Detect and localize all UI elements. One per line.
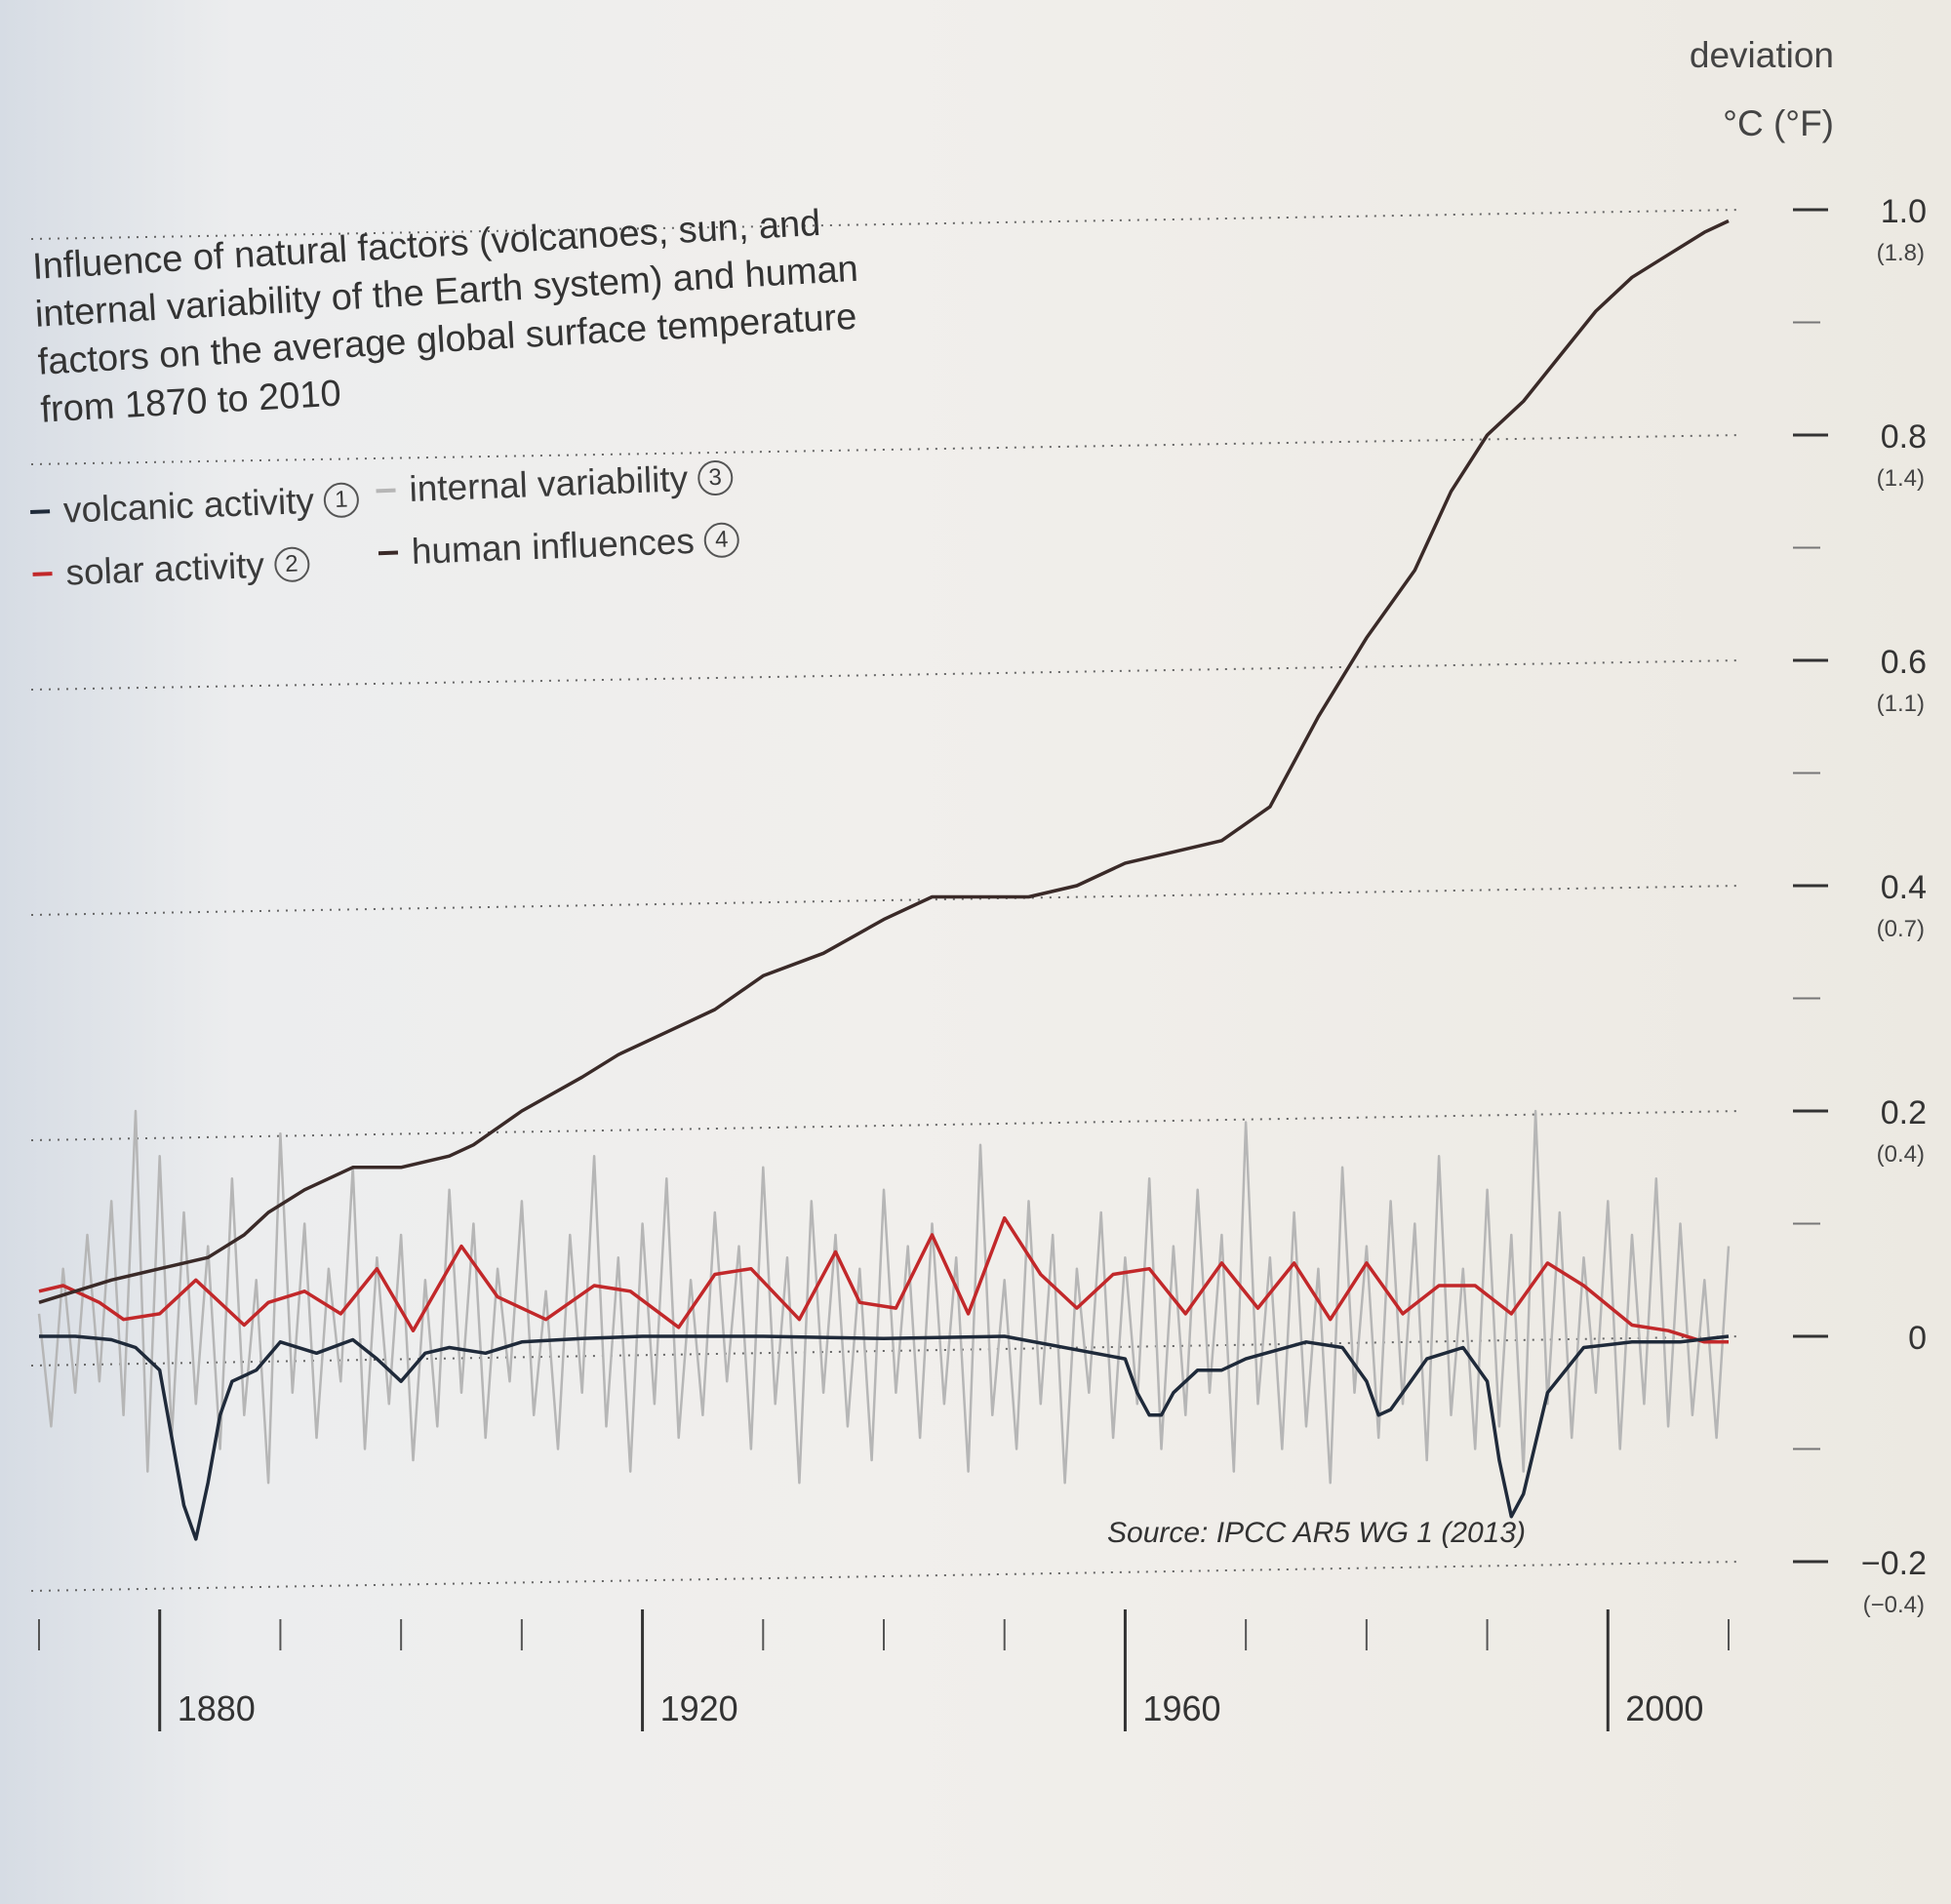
series-line-human-influences: [38, 218, 1730, 1304]
y-tick-label-f-4: (0.4): [1877, 1141, 1925, 1168]
legend-swatch-solar: [32, 572, 53, 576]
legend-swatch-volcanic: [30, 509, 51, 514]
series-line-volcanic-activity: [39, 1334, 1730, 1541]
y-tick-label-f-2: (1.1): [1877, 691, 1925, 717]
legend-item-solar: solar activity 2: [32, 543, 310, 595]
y-tick-label-f-6: (−0.4): [1863, 1592, 1925, 1618]
series-line-solar-activity: [38, 1215, 1729, 1344]
y-tick-label-f-0: (1.8): [1877, 240, 1925, 266]
legend-swatch-human: [378, 550, 399, 556]
legend-label-human: human influences: [411, 520, 696, 572]
series-lines: [37, 218, 1731, 1541]
x-tick-label-2000: 2000: [1625, 1688, 1703, 1728]
x-tick-label-1880: 1880: [178, 1688, 256, 1728]
y-tick-label-f-3: (0.7): [1877, 916, 1925, 942]
y-tick-label-6: −0.2: [1861, 1545, 1927, 1582]
legend-item-volcanic: volcanic activity 1: [29, 479, 360, 533]
x-tick-label-1920: 1920: [660, 1688, 738, 1728]
legend-number-volcanic: 1: [323, 482, 360, 519]
y-tick-label-5: 0: [1908, 1320, 1927, 1357]
series-line-internal-variability: [37, 1109, 1731, 1485]
source-note: Source: IPCC AR5 WG 1 (2013): [1107, 1517, 1527, 1549]
y-unit-label-celsius: °C (°F): [1723, 103, 1834, 143]
y-tick-label-4: 0.2: [1881, 1094, 1927, 1131]
legend-item-human: human influences 4: [378, 519, 740, 574]
legend-number-human: 4: [703, 522, 740, 559]
y-tick-label-0: 1.0: [1881, 193, 1927, 230]
legend-label-solar: solar activity: [64, 544, 265, 593]
y-axis: 1.0 (1.8) 0.8 (1.4) 0.6 (1.1) 0.4 (0.7) 0.2 (0.4)…: [1793, 193, 1927, 1618]
legend-label-volcanic: volcanic activity: [62, 480, 315, 531]
x-axis: 1880 1920 1960 2000: [38, 1609, 1730, 1731]
y-tick-label-2: 0.6: [1881, 644, 1927, 681]
gridline-5: [30, 1335, 1742, 1367]
y-unit-label-deviation: deviation: [1689, 35, 1834, 75]
gridline-2: [30, 659, 1742, 691]
gridline-4: [30, 1110, 1742, 1141]
gridline-6: [30, 1561, 1742, 1592]
x-tick-label-1960: 1960: [1142, 1688, 1220, 1728]
legend-number-solar: 2: [273, 546, 310, 583]
y-tick-label-3: 0.4: [1881, 869, 1927, 906]
gridline-3: [30, 885, 1742, 916]
legend-swatch-internal: [376, 488, 396, 494]
y-tick-label-f-1: (1.4): [1877, 465, 1925, 492]
y-tick-label-1: 0.8: [1881, 418, 1927, 456]
legend-number-internal: 3: [697, 459, 734, 496]
